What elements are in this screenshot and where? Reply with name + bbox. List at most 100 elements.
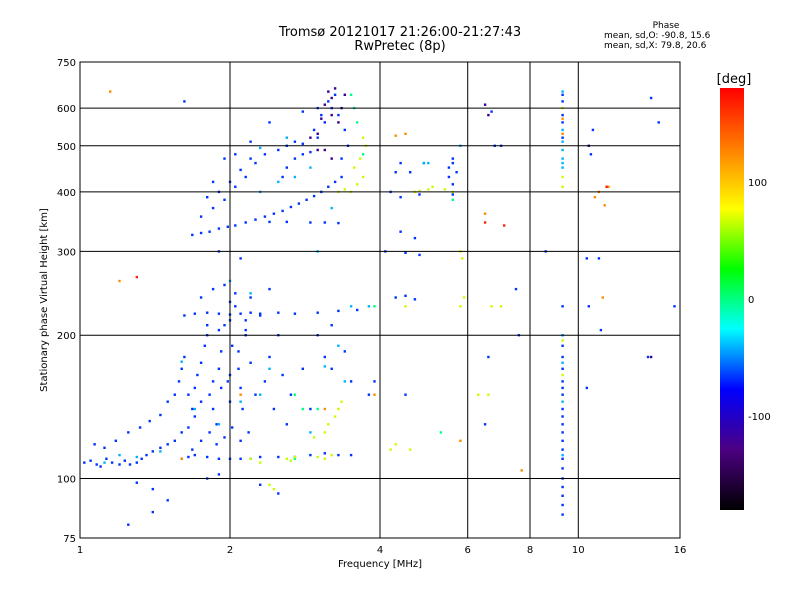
data-point xyxy=(337,113,340,117)
data-point xyxy=(268,287,271,291)
data-point xyxy=(323,365,326,368)
data-point xyxy=(561,113,564,117)
data-point xyxy=(561,415,564,418)
data-point xyxy=(561,121,564,124)
data-point xyxy=(173,393,176,396)
data-point xyxy=(323,103,326,106)
data-point xyxy=(263,380,267,383)
data-point xyxy=(180,367,183,370)
data-point xyxy=(451,198,454,201)
data-point xyxy=(394,296,397,299)
data-point xyxy=(451,161,454,165)
data-point xyxy=(312,194,316,198)
data-point xyxy=(239,257,242,260)
data-point xyxy=(199,361,203,364)
data-point xyxy=(603,204,606,207)
data-point xyxy=(461,257,464,260)
data-point xyxy=(447,166,451,169)
data-point xyxy=(220,386,223,390)
data-point xyxy=(330,453,333,457)
data-point xyxy=(447,175,451,179)
data-point xyxy=(211,407,215,411)
data-point xyxy=(343,380,346,383)
data-point xyxy=(217,367,221,370)
data-point xyxy=(293,457,297,460)
data-point xyxy=(337,121,340,124)
data-point xyxy=(323,407,326,411)
data-point xyxy=(356,308,359,312)
data-point xyxy=(330,367,333,370)
data-point xyxy=(561,513,564,516)
data-point xyxy=(293,393,297,396)
data-point xyxy=(490,305,493,308)
data-point xyxy=(359,157,362,160)
data-point xyxy=(483,423,487,426)
data-point xyxy=(220,350,223,353)
data-point xyxy=(503,224,506,227)
data-point xyxy=(404,251,407,254)
data-point xyxy=(183,100,186,103)
data-point xyxy=(561,344,564,347)
data-point xyxy=(343,188,346,191)
data-point xyxy=(646,355,650,359)
data-point xyxy=(427,188,430,191)
data-point xyxy=(217,312,221,315)
data-point xyxy=(514,287,518,291)
data-point xyxy=(451,193,454,196)
chart-title-block: Tromsø 20121017 21:26:00-21:27:43 RwPret… xyxy=(0,26,800,54)
data-point xyxy=(301,407,304,411)
data-point xyxy=(483,103,487,106)
data-point xyxy=(597,257,601,260)
data-point xyxy=(263,153,267,156)
data-point xyxy=(337,453,340,457)
data-point xyxy=(281,373,284,377)
data-point xyxy=(323,121,326,124)
data-point xyxy=(211,287,215,291)
data-point xyxy=(561,136,564,139)
data-point xyxy=(337,344,340,347)
data-point xyxy=(193,415,196,418)
data-point xyxy=(320,113,323,117)
data-point xyxy=(561,140,564,143)
data-point xyxy=(561,166,564,169)
data-point xyxy=(309,221,312,224)
data-point xyxy=(356,183,359,186)
data-point xyxy=(316,148,319,152)
data-point xyxy=(337,221,340,225)
data-point xyxy=(237,350,240,353)
data-point xyxy=(367,393,371,396)
data-point xyxy=(487,393,490,396)
data-point xyxy=(151,487,154,491)
data-point xyxy=(105,457,108,460)
data-point xyxy=(591,128,595,132)
data-point xyxy=(561,185,564,188)
data-point xyxy=(239,168,242,172)
data-point xyxy=(422,161,426,165)
data-point xyxy=(289,393,293,396)
data-point xyxy=(561,453,564,457)
data-point xyxy=(561,93,564,96)
data-point xyxy=(320,117,323,120)
data-point xyxy=(443,188,447,191)
data-point xyxy=(389,448,392,451)
data-point xyxy=(244,319,247,322)
data-point xyxy=(277,492,280,495)
data-point xyxy=(249,292,252,295)
data-point xyxy=(123,459,126,462)
colorbar-ticks: 100 0 -100 xyxy=(748,178,771,423)
data-point xyxy=(259,314,262,317)
data-point xyxy=(409,171,412,174)
x-tick-label: 4 xyxy=(377,545,383,556)
data-point xyxy=(285,166,288,169)
data-point xyxy=(103,461,106,464)
y-tick-label: 300 xyxy=(57,247,76,258)
data-point xyxy=(561,431,564,434)
data-point xyxy=(217,227,221,230)
data-point xyxy=(305,198,308,201)
data-point xyxy=(289,205,293,209)
data-point xyxy=(249,311,252,314)
colorbar-label: [deg] xyxy=(717,72,752,87)
data-point xyxy=(239,312,242,315)
data-point xyxy=(585,386,588,390)
data-point xyxy=(561,339,564,342)
